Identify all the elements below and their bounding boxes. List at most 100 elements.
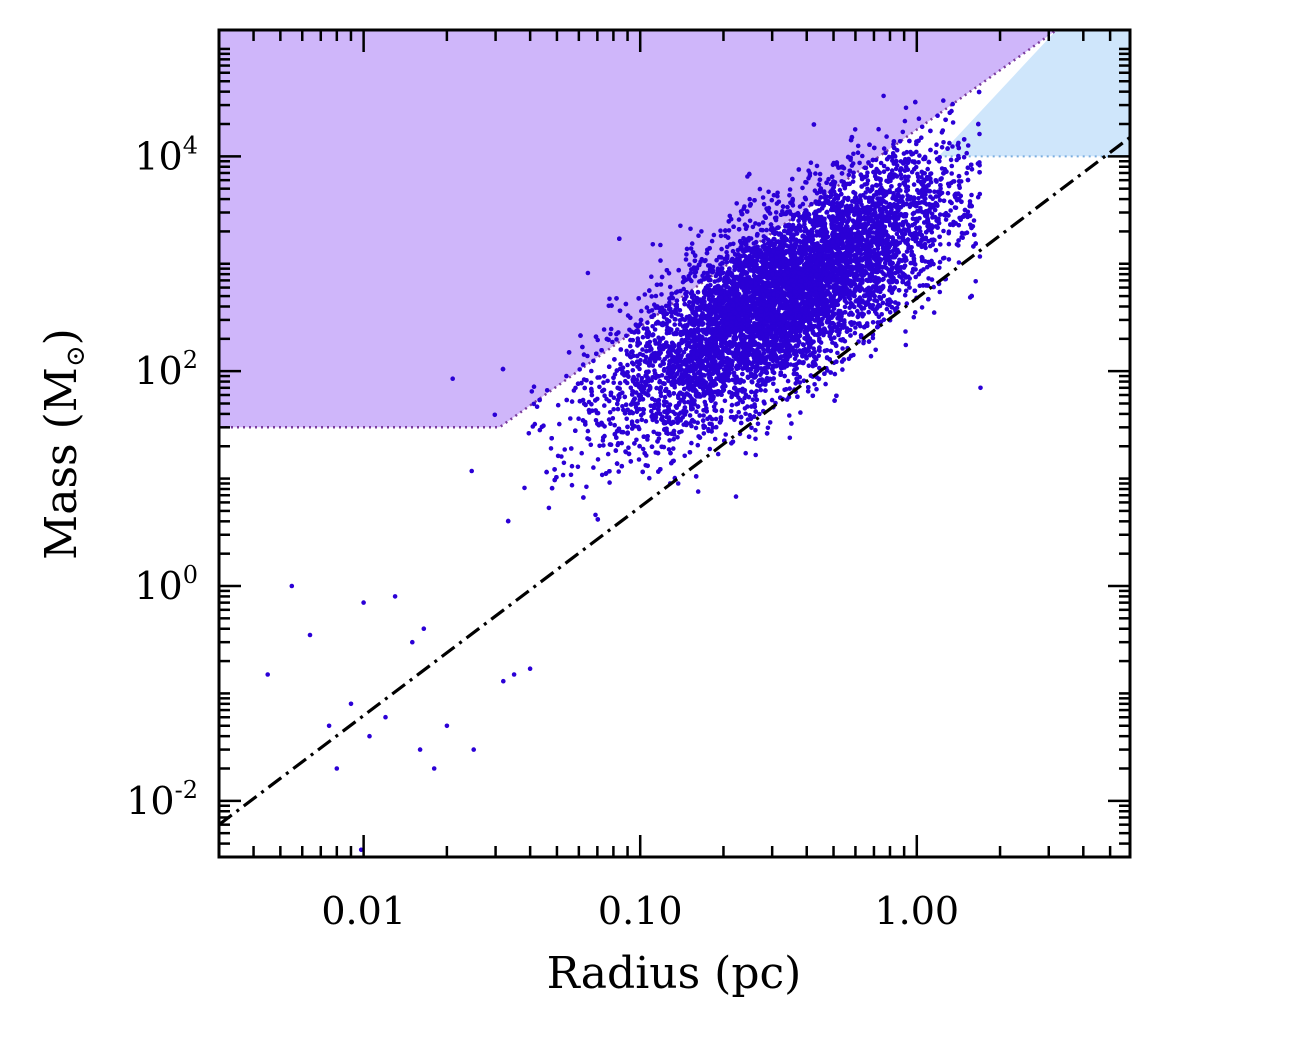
scatter-point <box>687 413 693 418</box>
scatter-point <box>840 346 845 351</box>
scatter-point <box>610 339 615 345</box>
scatter-point <box>746 394 752 400</box>
scatter-point <box>941 228 946 234</box>
scatter-point <box>709 238 715 244</box>
scatter-point <box>612 422 617 428</box>
scatter-point <box>965 143 971 148</box>
scatter-point <box>634 377 640 383</box>
scatter-point <box>860 153 865 159</box>
scatter-point <box>640 334 646 340</box>
scatter-point <box>681 286 686 292</box>
scatter-point <box>946 257 952 262</box>
scatter-point <box>576 416 581 422</box>
scatter-point <box>967 199 973 204</box>
scatter-point <box>873 347 878 353</box>
scatter-point <box>946 183 952 189</box>
scatter-point <box>728 414 734 420</box>
scatter-point <box>787 386 792 391</box>
scatter-point <box>642 292 648 297</box>
scatter-point <box>601 380 606 385</box>
scatter-point <box>808 160 814 165</box>
scatter-point <box>858 323 863 329</box>
scatter-point <box>916 116 922 121</box>
scatter-point <box>534 404 540 410</box>
scatter-point <box>639 417 645 423</box>
scatter-point <box>870 335 876 341</box>
scatter-point <box>728 409 734 414</box>
scatter-point <box>611 395 617 401</box>
blue-region <box>938 30 1130 157</box>
scatter-point <box>765 425 771 431</box>
scatter-point <box>911 182 917 187</box>
scatter-point <box>593 512 598 518</box>
scatter-point <box>931 310 937 315</box>
scatter-point <box>937 198 943 203</box>
scatter-point <box>912 310 918 315</box>
scatter-point <box>742 222 748 227</box>
scatter-point <box>949 163 955 169</box>
scatter-point <box>903 157 908 162</box>
scatter-point <box>946 241 952 247</box>
shaded-regions <box>219 30 1130 429</box>
scatter-point <box>809 201 814 207</box>
scatter-point <box>677 308 683 313</box>
scatter-point <box>625 362 630 368</box>
scatter-point <box>639 308 644 314</box>
scatter-point <box>750 224 756 230</box>
scatter-point <box>630 368 636 373</box>
scatter-point <box>650 324 655 329</box>
scatter-point <box>840 367 845 372</box>
scatter-point <box>616 469 621 474</box>
scatter-point <box>881 317 887 323</box>
scatter-point <box>546 505 552 511</box>
scatter-point <box>798 410 803 415</box>
scatter-point <box>699 229 704 234</box>
scatter-point <box>683 257 689 262</box>
scatter-point <box>902 292 908 298</box>
scatter-point <box>935 113 940 118</box>
scatter-point <box>788 362 793 367</box>
scatter-point <box>602 433 607 439</box>
scatter-point <box>641 326 646 331</box>
scatter-point <box>711 232 717 238</box>
scatter-point <box>695 442 701 448</box>
scatter-point <box>544 388 550 393</box>
scatter-point <box>922 259 928 264</box>
scatter-point <box>695 489 701 494</box>
scatter-point <box>878 178 883 183</box>
scatter-point <box>832 335 837 341</box>
scatter-point <box>749 425 754 431</box>
scatter-point <box>837 187 843 193</box>
scatter-point <box>919 254 925 260</box>
scatter-point <box>758 372 763 378</box>
scatter-point <box>956 260 962 265</box>
scatter-point <box>611 380 616 386</box>
scatter-point <box>910 222 915 228</box>
scatter-point <box>569 482 575 488</box>
scatter-point <box>564 373 569 379</box>
scatter-point <box>964 150 969 156</box>
scatter-point <box>602 393 607 399</box>
scatter-point <box>743 226 749 232</box>
scatter-point <box>937 212 943 217</box>
scatter-point <box>579 450 584 456</box>
scatter-point <box>649 294 654 299</box>
scatter-point <box>713 416 719 422</box>
scatter-point <box>865 170 870 175</box>
scatter-point <box>601 327 607 332</box>
scatter-point <box>870 320 876 325</box>
scatter-point <box>722 398 728 404</box>
scatter-point <box>684 246 690 252</box>
scatter-point <box>852 330 858 336</box>
scatter-point <box>852 127 858 132</box>
scatter-point <box>901 253 907 258</box>
scatter-point <box>771 381 776 387</box>
scatter-point <box>951 179 957 184</box>
scatter-point <box>719 246 724 252</box>
scatter-point <box>787 435 793 441</box>
scatter-point <box>919 135 924 140</box>
scatter-point <box>695 420 700 426</box>
scatter-point <box>919 124 925 130</box>
scatter-point <box>602 403 607 408</box>
